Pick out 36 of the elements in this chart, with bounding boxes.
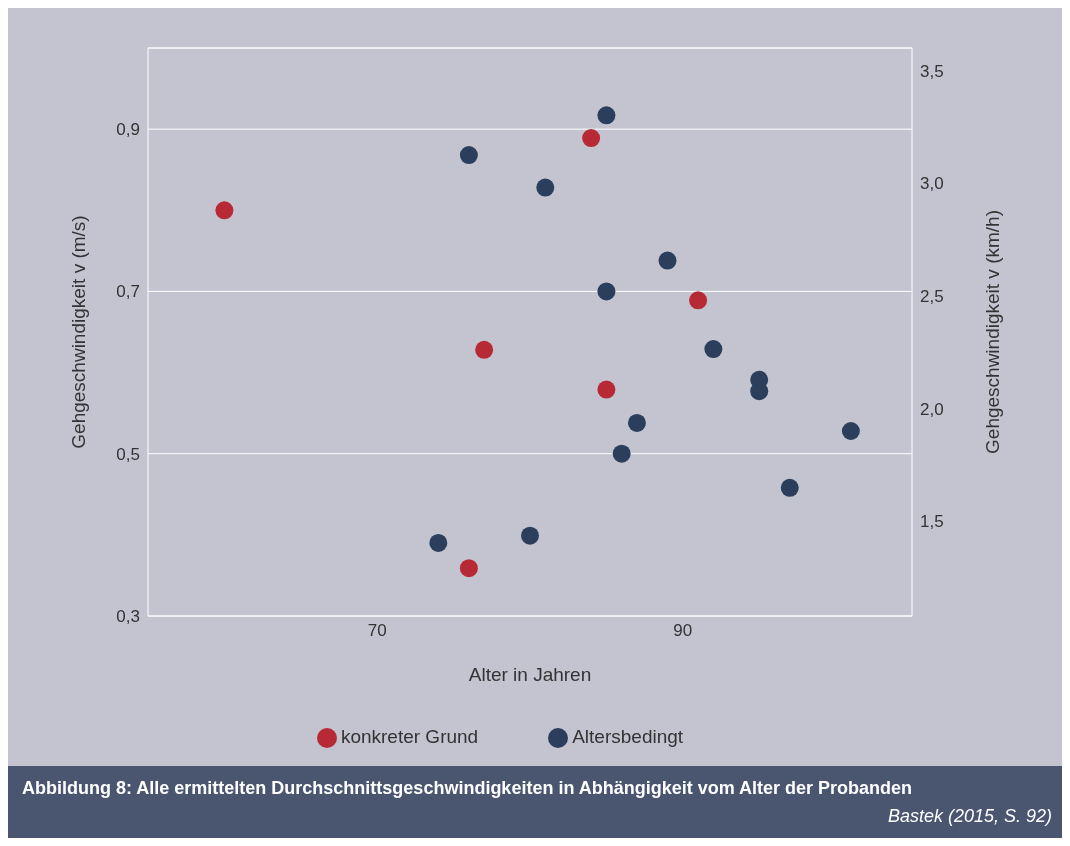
legend-label: konkreter Grund [340, 726, 479, 747]
point [627, 413, 646, 432]
point [582, 129, 601, 148]
y-tick-label: 0,5 [116, 444, 140, 464]
y-tick-label: 0,3 [116, 607, 140, 627]
point [597, 380, 616, 399]
point [536, 178, 555, 197]
y2-tick-label: 3,0 [920, 174, 944, 194]
point [612, 444, 631, 463]
x-tick-label: 70 [367, 621, 387, 641]
point [459, 559, 478, 578]
point [429, 533, 448, 552]
point [215, 201, 234, 220]
y2-tick-label: 3,5 [920, 61, 944, 81]
text: Abbildung 8: Alle ermittelten Durchschnittsgeschwindigkeiten in Abhängigkeit vom Alter der Probanden [22, 778, 913, 799]
text: Bastek (2015, S. 92) [887, 806, 1052, 827]
y2-tick-label: 2,0 [920, 399, 944, 419]
y-tick-label: 0,7 [116, 282, 140, 302]
point [597, 106, 616, 125]
y2-tick-label: 1,5 [920, 512, 944, 532]
point [475, 340, 494, 359]
point [521, 526, 539, 545]
point [658, 251, 677, 270]
x-axis-title: Alter in Jahren [468, 664, 592, 685]
legend-label: Altersbedingt [572, 726, 684, 747]
point [704, 340, 723, 359]
point [459, 146, 478, 165]
y-axis-title: Gehgeschwindigkeit v (m/s) [67, 215, 89, 449]
point [689, 291, 708, 310]
x-tick-label: 90 [673, 621, 693, 641]
y2-tick-label: 2,5 [920, 286, 944, 306]
y-tick-label: 0,9 [116, 120, 140, 140]
point [780, 478, 799, 497]
point [597, 282, 616, 301]
y2-axis-title: Gehgeschwindigkeit v (km/h) [981, 210, 1003, 454]
point [841, 421, 860, 440]
